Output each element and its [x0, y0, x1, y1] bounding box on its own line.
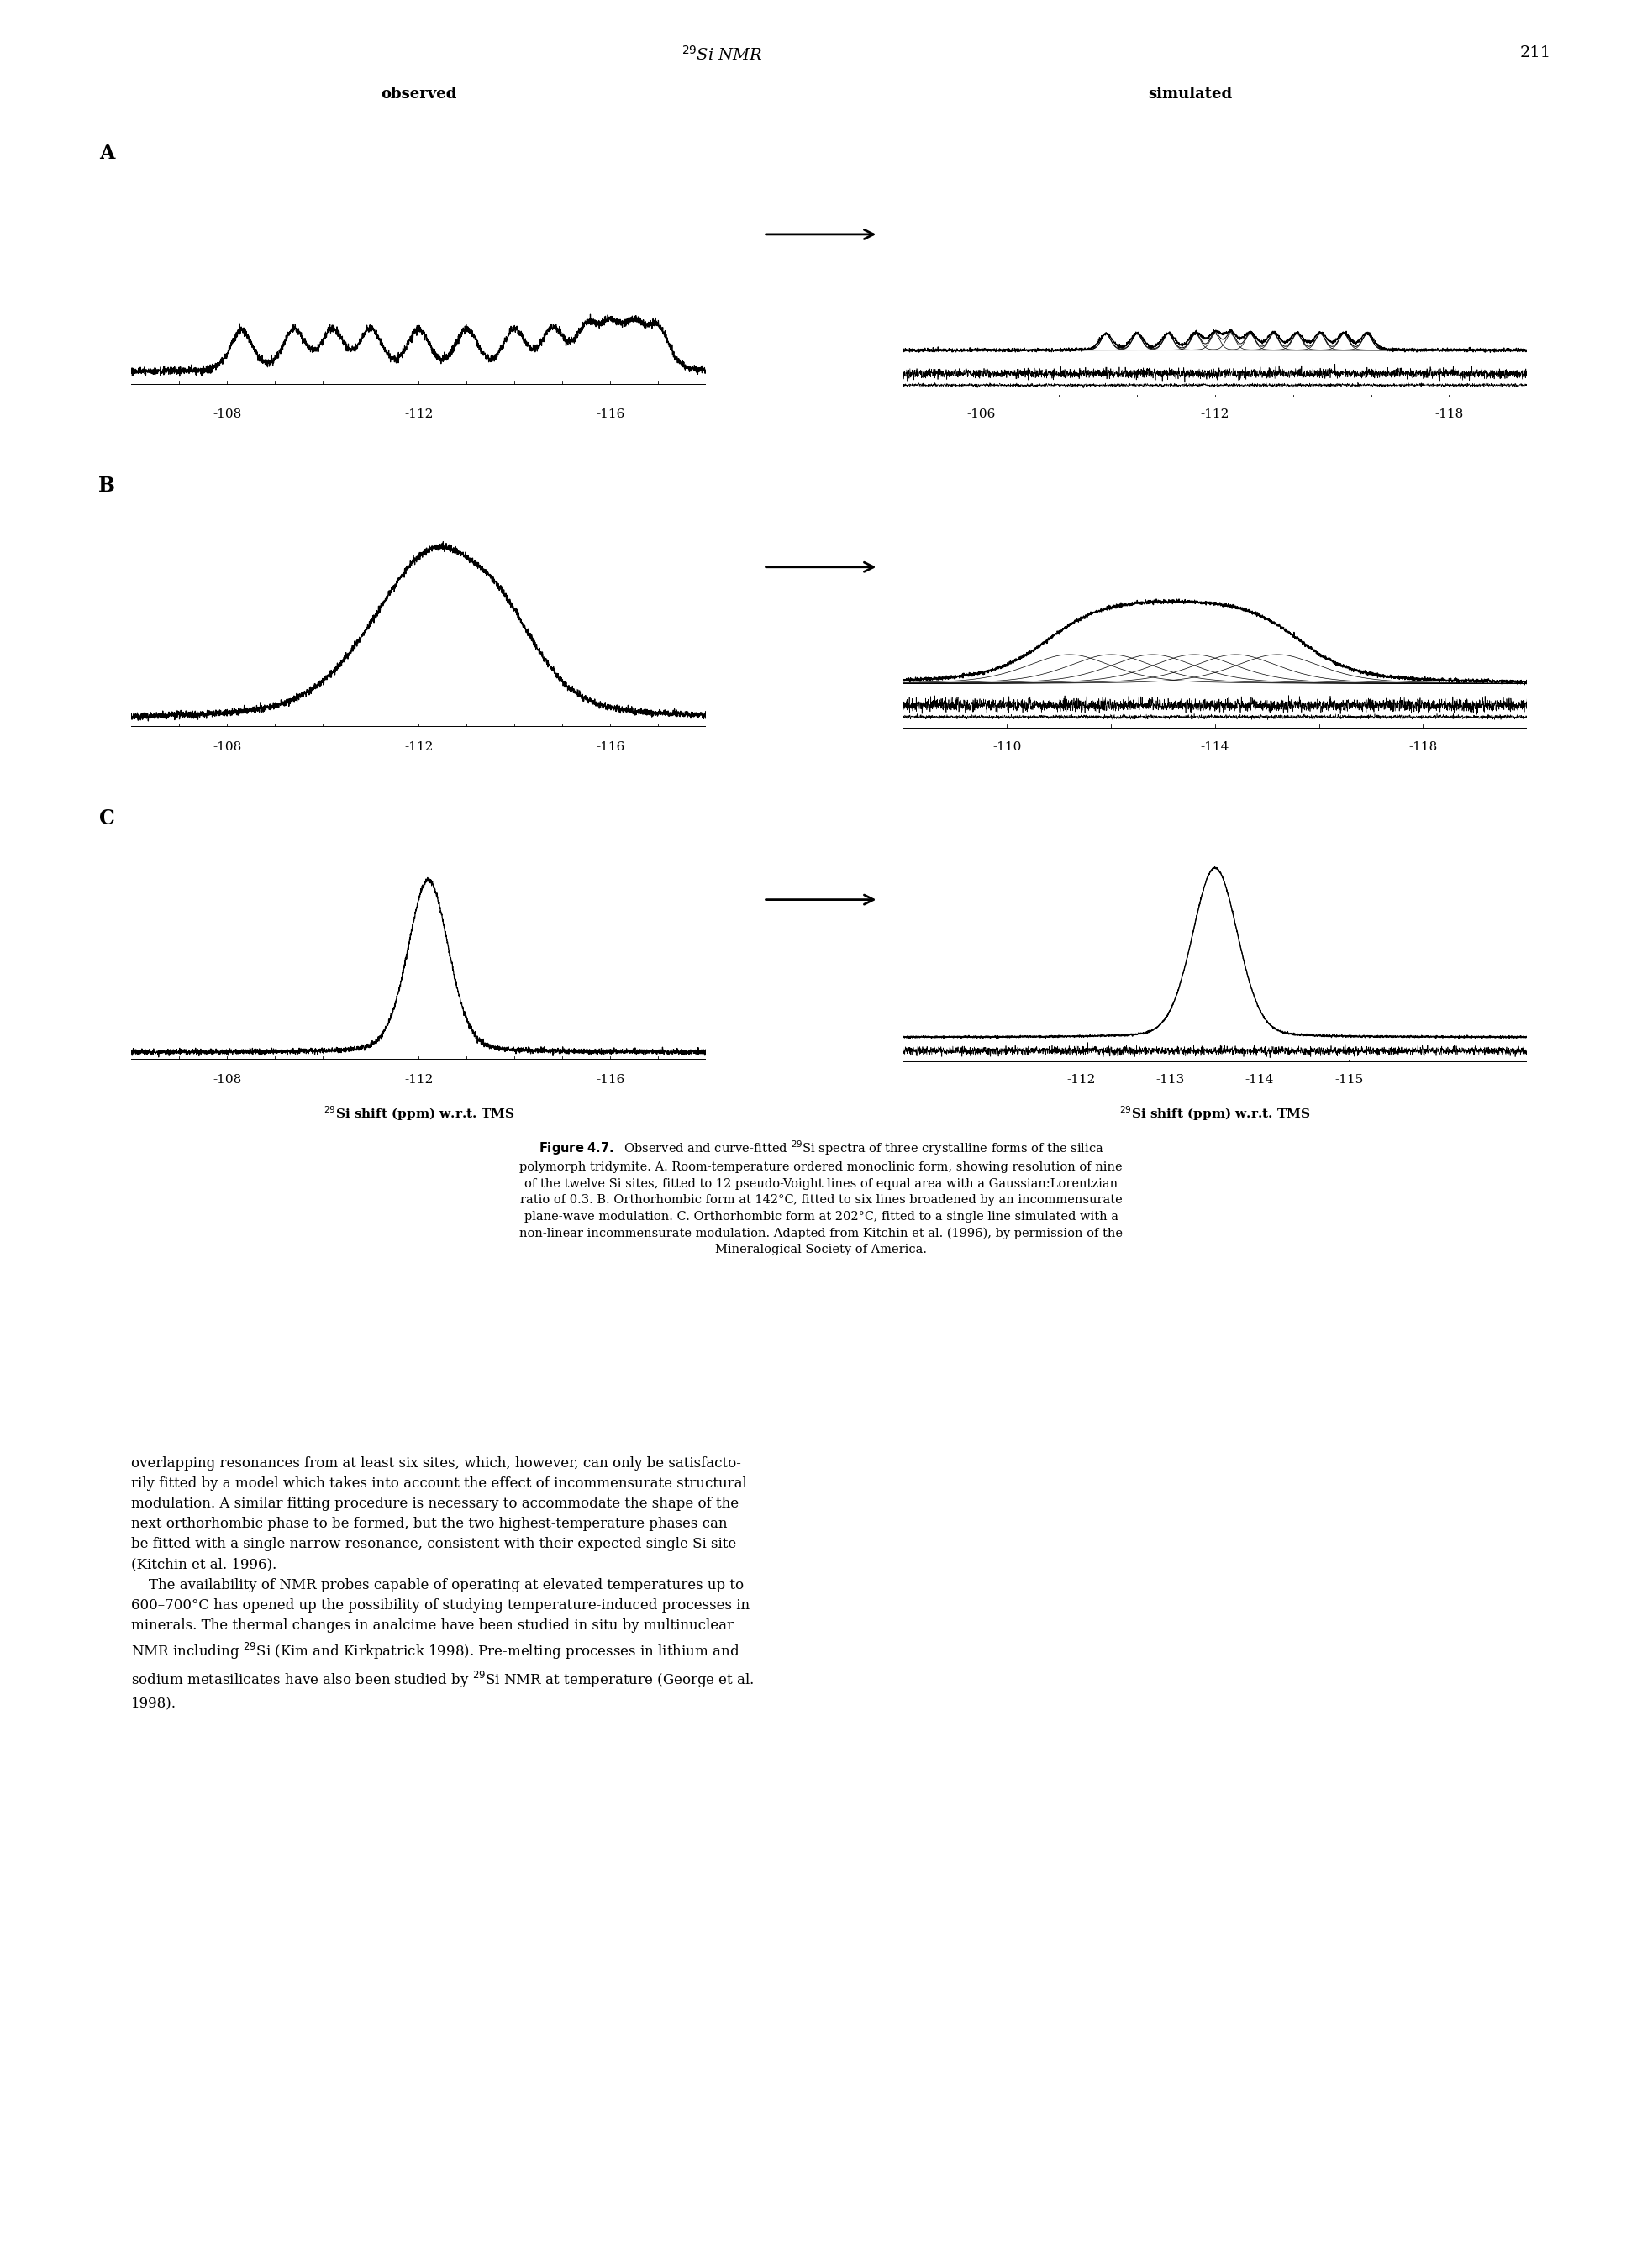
Text: $^{29}$Si NMR: $^{29}$Si NMR: [681, 45, 764, 64]
Text: C: C: [99, 807, 115, 828]
Text: observed: observed: [381, 86, 456, 102]
X-axis label: $^{29}$Si shift (ppm) w.r.t. TMS: $^{29}$Si shift (ppm) w.r.t. TMS: [323, 1105, 514, 1123]
Text: simulated: simulated: [1148, 86, 1233, 102]
Text: B: B: [99, 476, 115, 497]
X-axis label: $^{29}$Si shift (ppm) w.r.t. TMS: $^{29}$Si shift (ppm) w.r.t. TMS: [1120, 1105, 1310, 1123]
Text: A: A: [99, 143, 115, 163]
Text: $\bf{Figure\ 4.7.}$  Observed and curve-fitted $^{29}$Si spectra of three crysta: $\bf{Figure\ 4.7.}$ Observed and curve-f…: [519, 1139, 1123, 1256]
Text: 211: 211: [1520, 45, 1550, 61]
Text: overlapping resonances from at least six sites, which, however, can only be sati: overlapping resonances from at least six…: [131, 1456, 755, 1710]
